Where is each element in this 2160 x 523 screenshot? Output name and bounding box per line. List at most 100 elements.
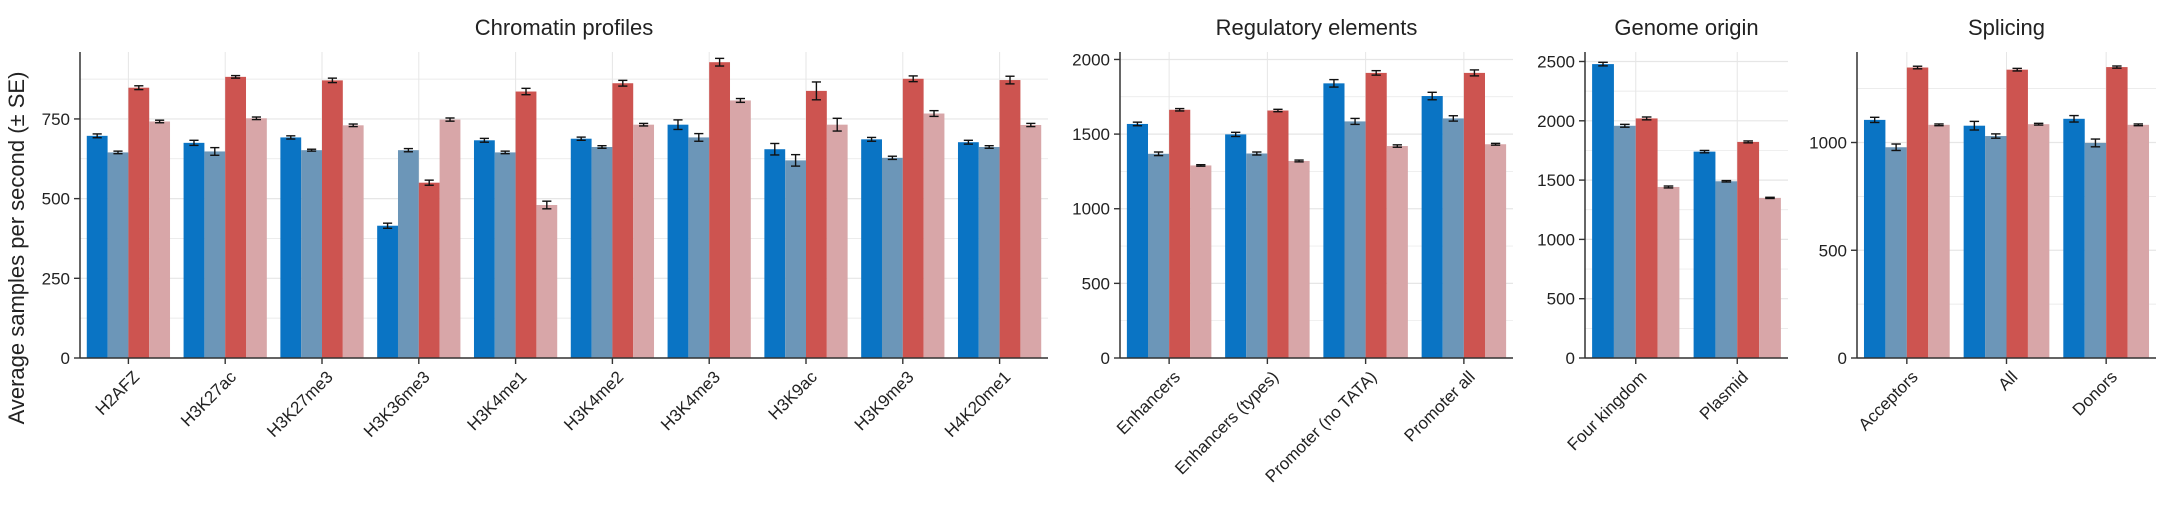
bar (2006, 69, 2028, 359)
bar (494, 152, 516, 358)
y-tick-label: 2000 (1072, 50, 1110, 69)
bar (1715, 181, 1738, 358)
x-tick-label: H3K9me3 (851, 367, 918, 434)
x-tick-label: Promoter (no TATA) (1262, 367, 1381, 486)
bar (183, 142, 205, 358)
bar (2127, 124, 2150, 359)
bar (515, 91, 537, 359)
bar (1928, 124, 1950, 359)
bar (612, 83, 634, 359)
bar (785, 160, 806, 358)
bar (397, 150, 419, 358)
x-tick-label: H3K27ac (177, 367, 240, 430)
x-tick-label: Promoter all (1400, 367, 1478, 445)
y-tick-label: 500 (1819, 241, 1847, 260)
bar (1863, 119, 1886, 358)
y-tick-label: 2500 (1537, 52, 1575, 71)
x-tick-label: All (1995, 367, 2022, 394)
bar (2084, 142, 2107, 358)
x-tick-label: Donors (2069, 367, 2121, 419)
bar (1693, 151, 1716, 358)
bar (1421, 96, 1443, 358)
bar (902, 78, 924, 359)
bar (439, 119, 461, 358)
y-tick-label: 0 (1566, 349, 1575, 368)
y-tick-label: 500 (1082, 274, 1110, 293)
y-tick-label: 500 (1547, 290, 1575, 309)
bar (1126, 123, 1149, 358)
bar (418, 182, 440, 358)
bar (806, 90, 827, 358)
bar (1963, 125, 1986, 358)
bar (1759, 197, 1781, 358)
bar (826, 124, 848, 358)
bar (957, 142, 979, 358)
bar (1288, 160, 1310, 358)
bar (1885, 147, 1907, 358)
bar (1737, 141, 1760, 358)
y-tick-label: 0 (1838, 349, 1847, 368)
bar (1592, 64, 1614, 359)
x-tick-label: H3K4me2 (560, 367, 627, 434)
bar (881, 157, 903, 358)
y-tick-label: 0 (61, 349, 70, 368)
y-axis-label: Average samples per second (± SE) (4, 72, 29, 425)
x-tick-label: H3K36me3 (360, 367, 434, 441)
x-tick-label: Plasmid (1696, 367, 1752, 423)
bar (978, 146, 1000, 358)
panel-title: Genome origin (1614, 15, 1758, 40)
y-tick-label: 250 (42, 269, 70, 288)
bar (225, 76, 247, 359)
bar (149, 121, 171, 358)
panel-title: Chromatin profiles (475, 15, 654, 40)
bar (764, 149, 786, 358)
panel-title: Splicing (1968, 15, 2045, 40)
bar (1267, 110, 1289, 358)
bar (342, 125, 364, 358)
bar (1246, 153, 1268, 358)
bar (999, 80, 1021, 359)
bar (107, 152, 129, 358)
bar (1225, 134, 1247, 358)
bar (1906, 67, 1929, 358)
bar (1169, 109, 1191, 358)
bar (1484, 144, 1507, 358)
bar (1190, 165, 1212, 358)
y-tick-label: 1000 (1809, 134, 1847, 153)
bar (1323, 83, 1345, 358)
bar (246, 118, 267, 358)
bar (709, 62, 731, 358)
bar (86, 135, 108, 358)
x-tick-label: Four kingdom (1564, 367, 1651, 454)
bar (633, 124, 655, 358)
x-tick-label: H3K27me3 (263, 367, 337, 441)
x-tick-label: H3K4me3 (657, 367, 724, 434)
bar (128, 87, 150, 358)
bar (1365, 72, 1387, 359)
bar (923, 113, 945, 358)
bar (301, 150, 322, 358)
y-tick-label: 1500 (1072, 125, 1110, 144)
bar (1635, 118, 1658, 358)
bar (2063, 118, 2085, 358)
bar (2106, 67, 2128, 359)
bar (1463, 72, 1485, 359)
y-tick-label: 0 (1101, 349, 1110, 368)
bar (322, 80, 343, 359)
y-tick-label: 1000 (1537, 230, 1575, 249)
x-tick-label: Enhancers (1113, 367, 1184, 438)
bar (1386, 146, 1408, 358)
y-tick-label: 2000 (1537, 112, 1575, 131)
bar (861, 139, 882, 358)
bar (204, 151, 226, 358)
bar (667, 124, 689, 358)
bar (730, 100, 751, 358)
bar (1020, 124, 1042, 359)
bar (1985, 136, 2007, 358)
y-tick-label: 1500 (1537, 171, 1575, 190)
x-tick-label: H2AFZ (92, 367, 144, 419)
bar (1344, 121, 1366, 358)
bar (2027, 124, 2050, 358)
